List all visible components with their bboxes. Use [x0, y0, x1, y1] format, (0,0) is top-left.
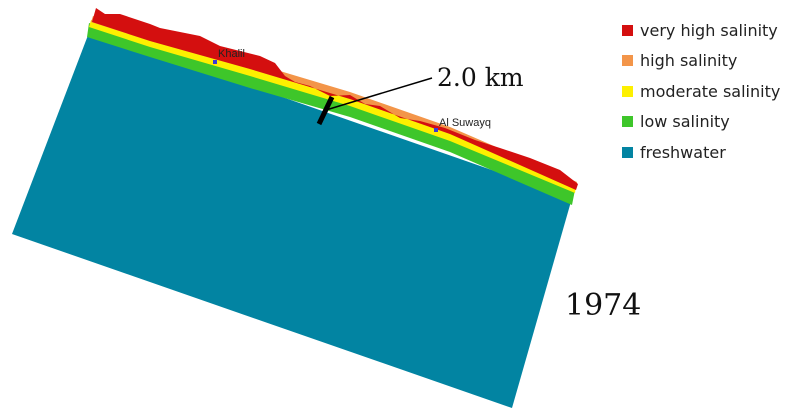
place-marker [434, 128, 438, 132]
legend-label: moderate salinity [640, 81, 781, 101]
legend-swatch [622, 85, 633, 97]
legend-label: freshwater [640, 142, 726, 162]
place-marker [213, 60, 217, 64]
scale-bar: 2.0 km [316, 63, 524, 126]
place-al-suwayq: Al Suwayq [434, 117, 491, 132]
place-label-khalil: Khalil [218, 48, 245, 60]
scale-bar-marker [316, 95, 335, 126]
scale-bar-leader [325, 77, 433, 111]
legend: very high salinity high salinity moderate … [622, 18, 780, 171]
legend-swatch [622, 146, 633, 158]
legend-item: low salinity [622, 110, 780, 134]
legend-item: very high salinity [622, 18, 780, 42]
legend-item: moderate salinity [622, 79, 780, 103]
place-khalil: Khalil [213, 48, 245, 64]
freshwater-zone [12, 30, 572, 408]
scale-bar-label: 2.0 km [437, 63, 524, 92]
year-label: 1974 [565, 288, 642, 323]
legend-label: high salinity [640, 51, 738, 70]
low-salinity-zone [87, 23, 575, 205]
place-label-al-suwayq: Al Suwayq [439, 117, 491, 129]
moderate-salinity-zone [89, 20, 576, 193]
legend-item: freshwater [622, 140, 780, 164]
very-high-salinity-zone [92, 8, 578, 190]
legend-swatch [622, 55, 633, 66]
legend-label: low salinity [640, 112, 730, 131]
legend-swatch [622, 116, 633, 127]
legend-swatch [622, 24, 633, 36]
legend-label: very high salinity [640, 20, 778, 40]
legend-item: high salinity [622, 49, 780, 73]
